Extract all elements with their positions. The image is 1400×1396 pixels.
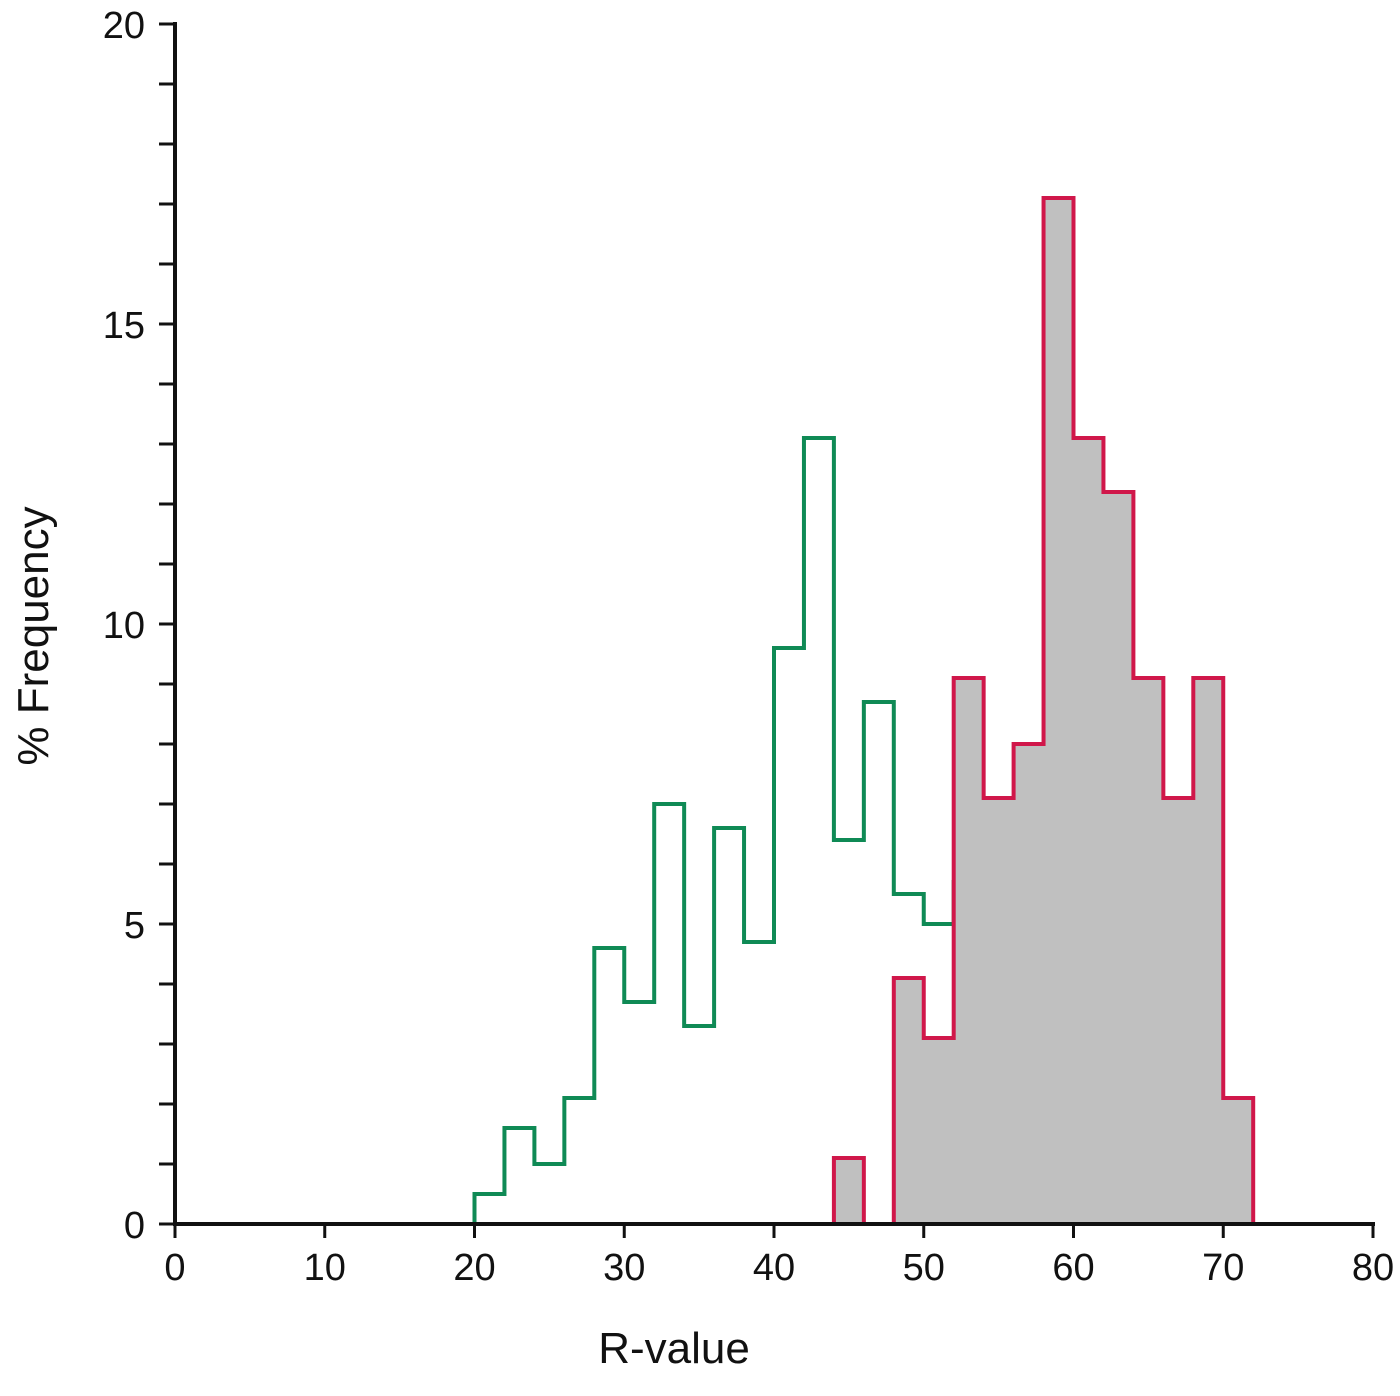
histogram-bar <box>1103 492 1134 1224</box>
x-tick-label: 0 <box>164 1247 185 1289</box>
y-tick-label: 15 <box>103 305 145 347</box>
histogram-bar <box>983 798 1015 1224</box>
x-tick-label: 20 <box>453 1247 495 1289</box>
x-tick-label: 50 <box>903 1247 945 1289</box>
histogram-bar <box>923 1038 955 1224</box>
y-axis-title: % Frequency <box>9 506 58 765</box>
y-tick-label: 10 <box>103 605 145 647</box>
series-2 <box>831 196 1256 1224</box>
x-tick-label: 30 <box>603 1247 645 1289</box>
y-tick-label: 0 <box>124 1205 145 1247</box>
y-tick-label: 5 <box>124 905 145 947</box>
histogram-bar <box>1163 798 1194 1224</box>
x-tick-label: 40 <box>753 1247 795 1289</box>
y-ticks: 0 5 10 15 20 <box>103 5 175 1247</box>
histogram-bar <box>1193 678 1224 1224</box>
x-tick-label: 60 <box>1052 1247 1094 1289</box>
plot-series <box>472 196 1256 1224</box>
x-axis-title: R-value <box>598 1324 750 1373</box>
axes: 0 10 20 30 40 50 60 70 80 0 5 10 15 20 <box>103 5 1394 1289</box>
histogram-bar <box>1043 198 1074 1224</box>
histogram-bar <box>833 1158 865 1224</box>
histogram-bar <box>1133 678 1164 1224</box>
x-ticks: 0 10 20 30 40 50 60 70 80 <box>164 1224 1394 1289</box>
x-tick-label: 80 <box>1352 1247 1394 1289</box>
y-tick-label: 20 <box>103 5 145 47</box>
histogram-bar <box>1223 1098 1254 1224</box>
histogram-bar <box>893 978 925 1224</box>
x-tick-label: 70 <box>1202 1247 1244 1289</box>
histogram-bar <box>1013 744 1045 1224</box>
histogram-bar <box>953 678 985 1224</box>
histogram-bar <box>1073 438 1104 1224</box>
series-outline <box>831 196 1256 1224</box>
x-tick-label: 10 <box>304 1247 346 1289</box>
